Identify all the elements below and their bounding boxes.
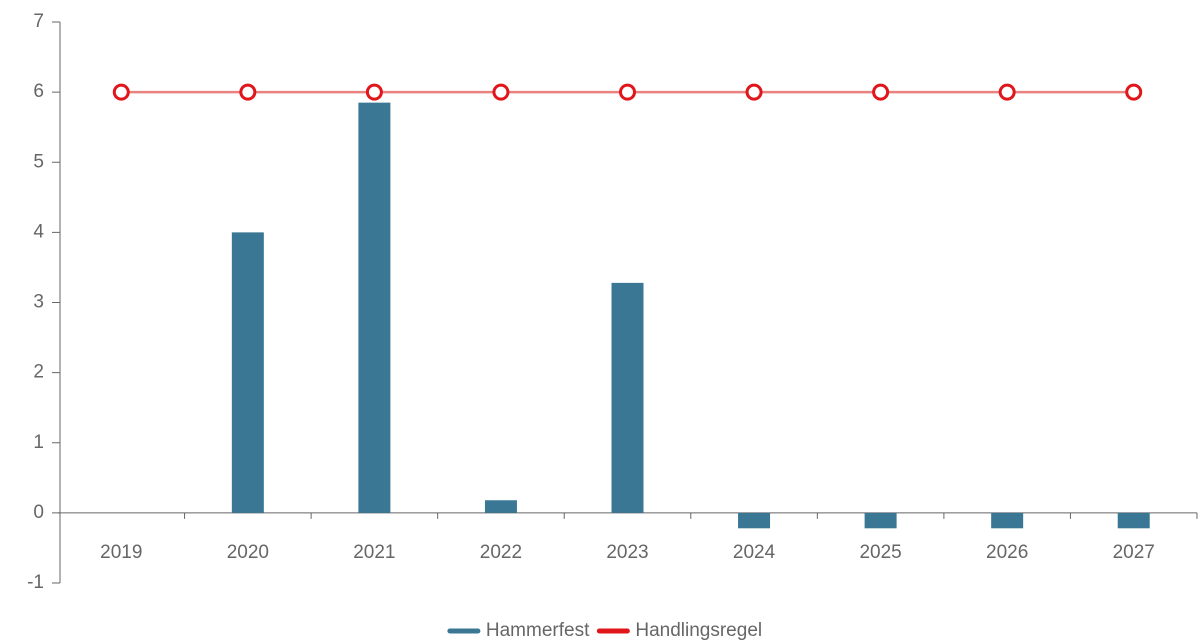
y-tick-label: 7 — [33, 11, 44, 32]
y-tick-label: 4 — [33, 221, 44, 242]
x-tick-label: 2026 — [986, 542, 1028, 563]
x-tick-label: 2020 — [227, 542, 269, 563]
line-point — [239, 83, 257, 101]
bar — [738, 512, 771, 529]
x-tick-label: 2025 — [859, 542, 901, 563]
x-tick-label: 2022 — [480, 542, 522, 563]
x-tick-label: 2024 — [733, 542, 776, 563]
x-tick-label: 2023 — [606, 542, 648, 563]
legend-label: Handlingsregel — [635, 620, 762, 641]
bar — [1117, 512, 1150, 529]
line-point — [365, 83, 383, 101]
bar — [484, 500, 517, 513]
legend-label: Hammerfest — [486, 620, 590, 641]
y-tick-label: 0 — [33, 502, 44, 523]
line-point — [112, 83, 130, 101]
bar — [358, 102, 391, 513]
line-point — [998, 83, 1016, 101]
bar — [991, 512, 1024, 529]
y-tick-label: 3 — [33, 292, 44, 313]
bar — [611, 282, 644, 513]
y-tick-label: 1 — [33, 432, 44, 453]
x-tick-label: 2021 — [353, 542, 395, 563]
line-point — [492, 83, 510, 101]
x-tick-label: 2019 — [100, 542, 142, 563]
line-point — [1125, 83, 1143, 101]
bar — [864, 512, 897, 529]
bar — [231, 232, 264, 513]
line-point — [872, 83, 890, 101]
y-tick-label: -1 — [27, 572, 44, 593]
line-point — [619, 83, 636, 101]
x-tick-label: 2027 — [1113, 542, 1155, 563]
y-tick-label: 5 — [33, 151, 44, 172]
y-tick-label: 6 — [33, 81, 44, 102]
y-tick-label: 2 — [33, 362, 44, 383]
line-point — [745, 83, 763, 101]
